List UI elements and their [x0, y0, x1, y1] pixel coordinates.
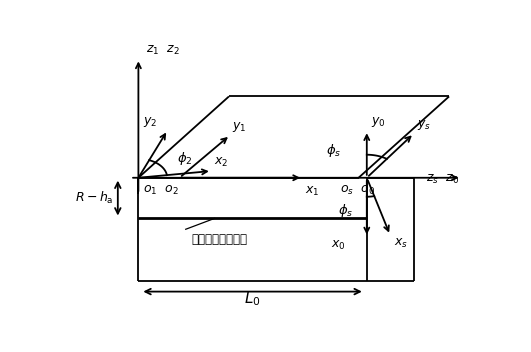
Text: $\phi_s$: $\phi_s$ [326, 142, 341, 159]
Text: $z_1$  $z_2$: $z_1$ $z_2$ [146, 44, 179, 57]
Text: $y_0$: $y_0$ [371, 115, 386, 129]
Text: $y_1$: $y_1$ [232, 120, 247, 134]
Text: $\phi_2$: $\phi_2$ [177, 150, 193, 167]
Text: $R-h_{\rm a}$: $R-h_{\rm a}$ [74, 190, 113, 206]
Text: $z_s$  $z_0$: $z_s$ $z_0$ [426, 172, 459, 186]
Text: $y_2$: $y_2$ [143, 115, 157, 129]
Text: $o_s$  $o_0$: $o_s$ $o_0$ [340, 184, 375, 197]
Text: $\phi_s$: $\phi_s$ [338, 202, 353, 219]
Text: $x_0$: $x_0$ [331, 239, 345, 252]
Text: $x_s$: $x_s$ [393, 237, 408, 250]
Text: $y_s$: $y_s$ [417, 118, 431, 132]
Text: 面齿轮齿顶位置线: 面齿轮齿顶位置线 [192, 233, 248, 246]
Text: $x_1$: $x_1$ [305, 184, 320, 197]
Text: $L_0$: $L_0$ [244, 289, 261, 308]
Text: $x_2$: $x_2$ [214, 156, 228, 169]
Text: $o_1$  $o_2$: $o_1$ $o_2$ [142, 184, 178, 197]
